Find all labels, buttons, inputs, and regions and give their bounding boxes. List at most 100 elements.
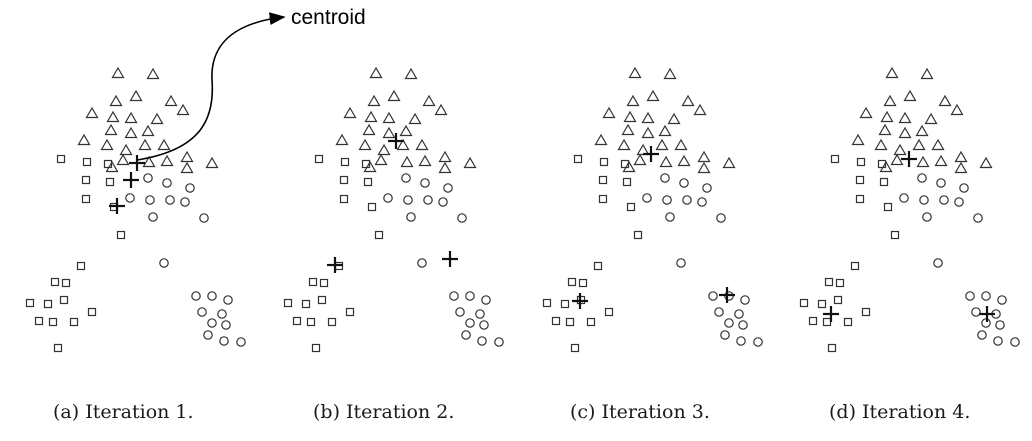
- circle-point: [971, 307, 981, 317]
- circle-point: [736, 336, 746, 346]
- triangle-point: [659, 155, 673, 168]
- square-point: [856, 157, 866, 167]
- caption-iteration-4: (d) Iteration 4.: [829, 401, 970, 423]
- triangle-point: [924, 112, 938, 125]
- triangle-point: [364, 110, 378, 123]
- square-point: [283, 298, 293, 308]
- circle-point: [714, 307, 724, 317]
- square-point: [81, 194, 91, 204]
- triangle-point: [180, 161, 194, 174]
- triangle-point: [176, 103, 190, 116]
- triangle-point: [874, 138, 888, 151]
- triangle-point: [667, 112, 681, 125]
- triangle-point: [697, 150, 711, 163]
- circle-point: [494, 337, 504, 347]
- circle-point: [217, 309, 227, 319]
- square-point: [883, 202, 893, 212]
- triangle-point: [377, 143, 391, 156]
- triangle-point: [100, 138, 114, 151]
- triangle-point: [938, 94, 952, 107]
- circle-point: [973, 213, 983, 223]
- triangle-point: [878, 123, 892, 136]
- square-point: [861, 307, 871, 317]
- triangle-point: [851, 133, 865, 146]
- circle-point: [125, 193, 135, 203]
- centroid-marker: [327, 257, 343, 273]
- square-point: [817, 299, 827, 309]
- centroid-marker: [823, 306, 839, 322]
- square-point: [598, 175, 608, 185]
- triangle-point: [898, 126, 912, 139]
- centroid-marker: [719, 287, 735, 303]
- circle-point: [162, 178, 172, 188]
- circle-point: [676, 258, 686, 268]
- triangle-point: [594, 133, 608, 146]
- triangle-point: [124, 111, 138, 124]
- square-point: [301, 299, 311, 309]
- triangle-point: [438, 161, 452, 174]
- circle-point: [203, 330, 213, 340]
- circle-point: [724, 318, 734, 328]
- square-point: [822, 317, 832, 327]
- circle-point: [159, 258, 169, 268]
- triangle-point: [954, 150, 968, 163]
- triangle-point: [655, 138, 669, 151]
- triangle-point: [602, 106, 616, 119]
- triangle-point: [141, 124, 155, 137]
- circle-point: [481, 295, 491, 305]
- square-point: [877, 159, 887, 169]
- triangle-point: [931, 138, 945, 151]
- square-point: [327, 317, 337, 327]
- triangle-point: [335, 133, 349, 146]
- centroid-marker: [109, 198, 125, 214]
- square-point: [319, 278, 329, 288]
- square-point: [620, 159, 630, 169]
- square-point: [565, 317, 575, 327]
- triangle-point: [641, 126, 655, 139]
- square-point: [633, 230, 643, 240]
- circle-point: [933, 258, 943, 268]
- triangle-point: [404, 67, 418, 80]
- square-point: [593, 261, 603, 271]
- square-point: [103, 159, 113, 169]
- square-point: [833, 295, 843, 305]
- circle-point: [423, 195, 433, 205]
- triangle-point: [105, 160, 119, 173]
- square-point: [827, 343, 837, 353]
- triangle-point: [920, 67, 934, 80]
- circle-point: [734, 309, 744, 319]
- circle-point: [191, 291, 201, 301]
- triangle-point: [205, 156, 219, 169]
- circle-point: [662, 195, 672, 205]
- circle-point: [740, 295, 750, 305]
- triangle-point: [367, 94, 381, 107]
- circle-point: [143, 173, 153, 183]
- circle-point: [457, 213, 467, 223]
- triangle-point: [879, 160, 893, 173]
- circle-point: [997, 295, 1007, 305]
- circle-point: [417, 258, 427, 268]
- circle-point: [383, 193, 393, 203]
- triangle-point: [617, 138, 631, 151]
- circle-point: [461, 330, 471, 340]
- square-point: [361, 159, 371, 169]
- square-point: [363, 177, 373, 187]
- square-point: [345, 307, 355, 317]
- triangle-point: [658, 124, 672, 137]
- circle-point: [1010, 337, 1020, 347]
- triangle-point: [434, 103, 448, 116]
- triangle-point: [903, 89, 917, 102]
- triangle-point: [116, 153, 130, 166]
- square-point: [843, 317, 853, 327]
- square-point: [808, 316, 818, 326]
- square-point: [339, 194, 349, 204]
- circle-point: [145, 195, 155, 205]
- centroid-marker: [442, 251, 458, 267]
- square-point: [622, 177, 632, 187]
- square-point: [61, 278, 71, 288]
- circle-point: [919, 195, 929, 205]
- triangle-point: [674, 138, 688, 151]
- triangle-point: [77, 133, 91, 146]
- circle-point: [165, 195, 175, 205]
- triangle-point: [646, 89, 660, 102]
